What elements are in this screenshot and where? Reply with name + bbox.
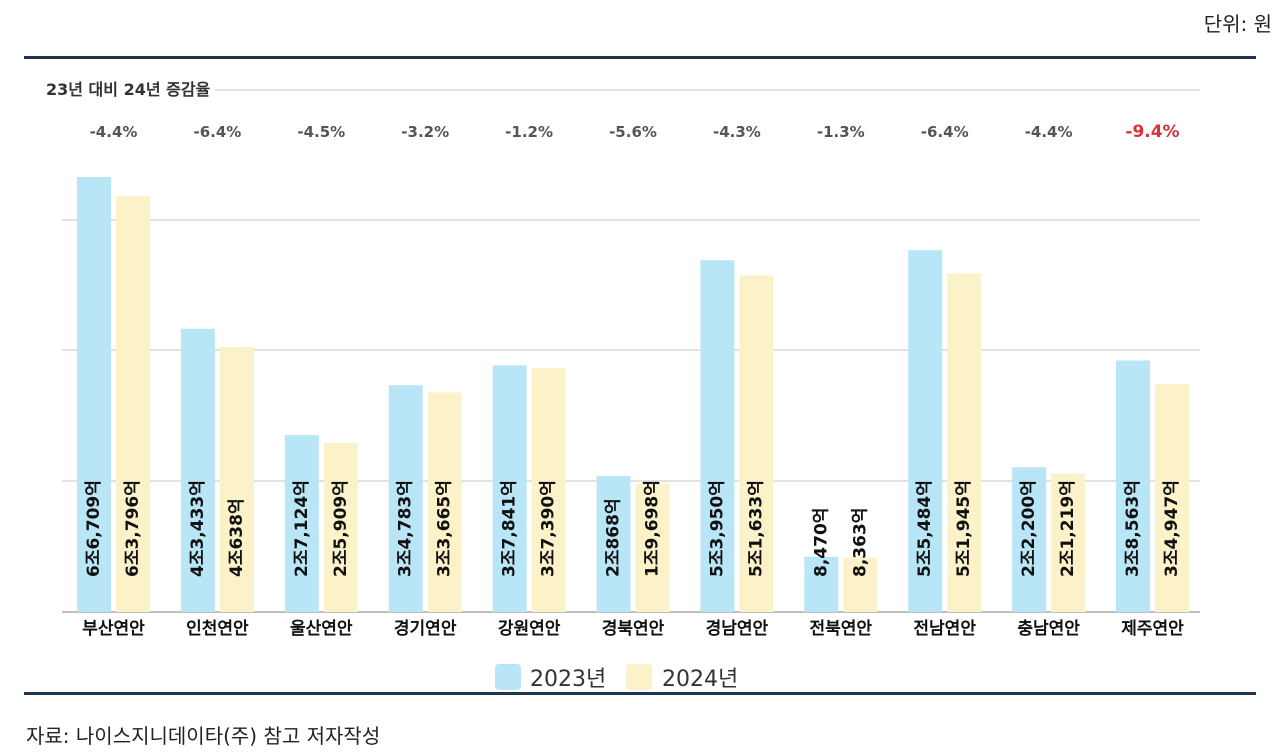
category-label: 제주연안 (1121, 619, 1184, 639)
bar-2023-10 (1012, 467, 1047, 612)
top-rule (24, 56, 1256, 59)
bar-2024-9 (947, 273, 982, 612)
legend-swatch-2023 (495, 664, 521, 690)
bar-2024-1 (116, 195, 150, 612)
category-label: 부산연안 (82, 619, 145, 639)
bar-value-label: 3조3,665억 (435, 480, 455, 577)
legend-swatch-2024 (626, 664, 652, 690)
legend-label-2023: 2023년 (530, 667, 606, 692)
bar-2023-1 (77, 177, 111, 612)
bar-2024-8 (843, 557, 878, 612)
bar-value-label: 5조5,484억 (915, 480, 935, 577)
change-pct-label: -4.3% (713, 123, 761, 141)
bar-2023-9 (908, 250, 943, 612)
category-label: 경기연안 (394, 619, 457, 639)
bar-value-label: 4조3,433억 (188, 480, 208, 577)
bar-2024-6 (635, 483, 670, 612)
bar-2024-3 (323, 443, 358, 612)
bar-value-label: 2조5,909억 (331, 480, 351, 577)
legend-label-2024: 2024년 (662, 667, 738, 692)
bar-2024-10 (1051, 473, 1086, 612)
category-label: 강원연안 (498, 619, 561, 639)
bar-value-label: 5조1,633억 (746, 480, 766, 577)
bar-value-label: 5조1,945억 (954, 480, 974, 577)
bar-value-label: 8,363억 (850, 508, 870, 577)
chart-subtitle: 23년 대비 24년 증감율 (46, 80, 211, 99)
change-pct-label: -6.4% (193, 123, 241, 141)
bar-2023-4 (388, 385, 423, 612)
change-pct-label: -1.2% (505, 123, 553, 141)
category-label: 인천연안 (186, 619, 249, 639)
bar-value-label: 5조3,950억 (707, 480, 727, 577)
bar-value-label: 3조7,390억 (539, 480, 559, 577)
change-pct-label: -4.4% (90, 123, 138, 141)
bar-value-label: 3조4,947억 (1162, 480, 1182, 577)
bar-value-label: 2조7,124억 (292, 480, 312, 577)
change-pct-label: -1.3% (817, 123, 865, 141)
change-pct-label: -6.4% (921, 123, 969, 141)
bar-2023-8 (804, 556, 839, 612)
bar-value-label: 4조638억 (227, 498, 247, 577)
change-pct-label: -4.5% (297, 123, 345, 141)
category-label: 전남연안 (913, 619, 976, 639)
bar-2024-7 (739, 275, 774, 612)
bar-value-label: 1조9,698억 (643, 480, 663, 577)
bar-value-label: 2조2,200억 (1019, 480, 1039, 577)
bar-value-label: 2조868억 (604, 498, 624, 577)
bar-2023-6 (596, 475, 631, 612)
bar-value-label: 6조3,796억 (123, 480, 143, 577)
bar-value-label: 8,470억 (811, 508, 831, 577)
bar-2023-7 (700, 260, 735, 612)
category-label: 충남연안 (1017, 619, 1080, 639)
unit-label: 단위: 원 (1203, 12, 1272, 36)
bottom-rule (24, 692, 1256, 695)
bar-2023-11 (1116, 360, 1150, 612)
bar-value-label: 6조6,709억 (84, 480, 104, 577)
bar-value-label: 3조7,841억 (500, 480, 520, 577)
change-pct-label: -3.2% (401, 123, 449, 141)
bar-2023-3 (284, 435, 319, 612)
source-text: 자료: 나이스지니데이타(주) 참고 저자작성 (26, 724, 381, 748)
bar-2024-4 (427, 392, 462, 612)
change-pct-label: -5.6% (609, 123, 657, 141)
category-label: 전북연안 (810, 619, 873, 639)
change-pct-label: -9.4% (1125, 122, 1179, 142)
bar-value-label: 3조8,563억 (1123, 480, 1143, 577)
bar-2023-2 (180, 328, 215, 612)
category-label: 경북연안 (602, 619, 665, 639)
bar-2023-5 (492, 365, 527, 612)
bar-value-label: 2조1,219억 (1058, 480, 1078, 577)
category-label: 울산연안 (290, 619, 353, 639)
change-pct-label: -4.4% (1025, 123, 1073, 141)
category-label: 경남연안 (706, 619, 769, 639)
bar-2024-5 (531, 368, 566, 612)
bar-value-label: 3조4,783억 (396, 480, 416, 577)
bar-2024-2 (219, 347, 254, 612)
bar-2024-11 (1155, 384, 1189, 612)
